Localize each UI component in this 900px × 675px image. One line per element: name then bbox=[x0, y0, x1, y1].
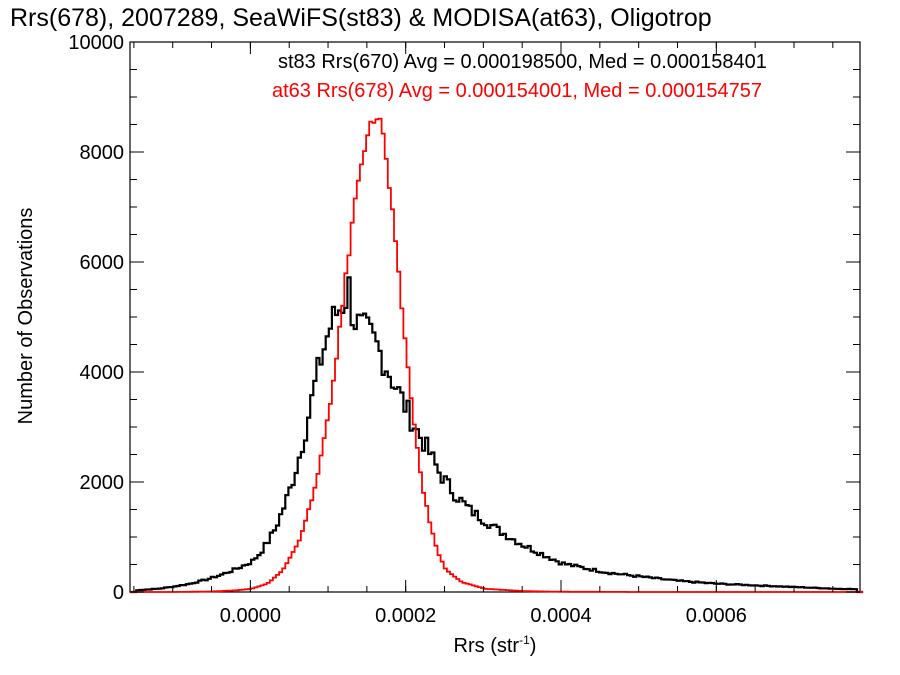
y-tick-label: 2000 bbox=[80, 472, 125, 494]
x-tick-label: 0.0004 bbox=[530, 605, 591, 627]
plot-frame bbox=[129, 41, 861, 593]
y-axis-label: Number of Observations bbox=[15, 208, 37, 425]
x-tick-label: 0.0002 bbox=[375, 605, 436, 627]
series-line-at63 bbox=[130, 117, 864, 593]
x-axis-label-close: ) bbox=[530, 635, 537, 657]
y-tick-label: 8000 bbox=[80, 142, 125, 164]
series-line-st83 bbox=[130, 276, 864, 594]
x-axis-label-sup: -1 bbox=[519, 633, 530, 647]
legend-entry-st83: st83 Rrs(670) Avg = 0.000198500, Med = 0… bbox=[278, 51, 767, 73]
x-tick-label: 0.0006 bbox=[686, 605, 747, 627]
x-axis-label-main: Rrs (str bbox=[454, 635, 520, 657]
x-tick-label: 0.0000 bbox=[220, 605, 281, 627]
y-tick-label: 0 bbox=[113, 582, 124, 604]
x-axis-label: Rrs (str-1) bbox=[454, 633, 537, 657]
y-tick-label: 4000 bbox=[80, 362, 125, 384]
chart-title: Rrs(678), 2007289, SeaWiFS(st83) & MODIS… bbox=[10, 4, 712, 32]
y-tick-label: 6000 bbox=[80, 252, 125, 274]
legend-entry-at63: at63 Rrs(678) Avg = 0.000154001, Med = 0… bbox=[272, 80, 762, 102]
y-tick-label: 10000 bbox=[68, 32, 124, 54]
